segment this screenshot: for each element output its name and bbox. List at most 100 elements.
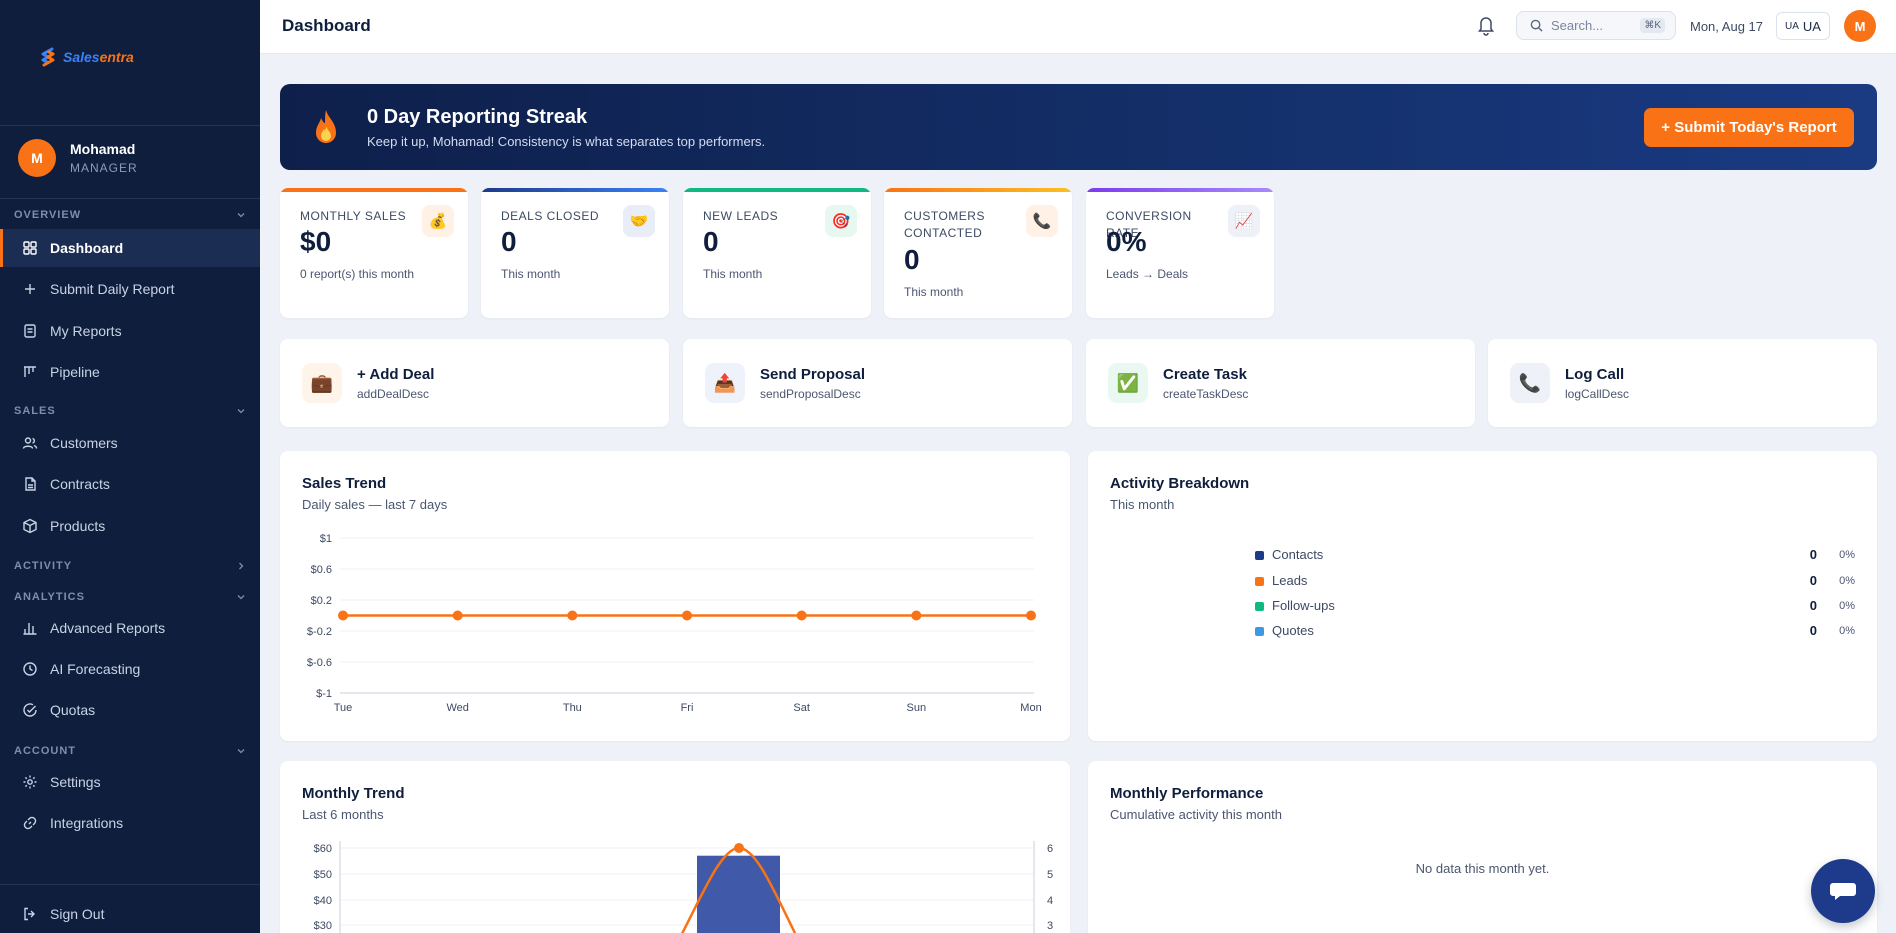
- panel-subtitle: Cumulative activity this month: [1110, 807, 1282, 822]
- legend-swatch: [1255, 551, 1264, 560]
- kpi-sub: This month: [904, 285, 964, 299]
- section-analytics[interactable]: ANALYTICS: [14, 591, 246, 603]
- chevron-down-icon: [237, 749, 245, 754]
- activity-breakdown-panel: Activity Breakdown This month: [1088, 451, 1877, 741]
- header-avatar[interactable]: M: [1844, 10, 1876, 42]
- y-tick-label: $-1: [316, 688, 332, 700]
- search-input[interactable]: Search... ⌘K: [1516, 11, 1676, 40]
- legend-name: Contacts: [1272, 547, 1324, 562]
- kpi-label: CUSTOMERS CONTACTED: [904, 209, 985, 240]
- brand-logo[interactable]: Sales entra: [37, 46, 134, 68]
- grid-icon: [23, 241, 37, 255]
- kpi-label: NEW LEADS: [703, 209, 779, 223]
- kpi-value: 0%: [1106, 226, 1147, 257]
- sidebar-item-submit-daily-report[interactable]: Submit Daily Report: [0, 270, 260, 308]
- sidebar-item-contracts[interactable]: Contracts: [0, 465, 260, 503]
- sidebar-item-label: Pipeline: [50, 364, 100, 380]
- panel-title: Monthly Trend: [302, 785, 405, 802]
- legend-percent: 0%: [1839, 600, 1855, 612]
- sidebar-item-label: Products: [50, 518, 106, 534]
- legend-value: 0: [1809, 623, 1817, 638]
- bar-chart-icon: [23, 623, 37, 635]
- add-deal-button[interactable]: 💼 + Add Deal addDealDesc: [280, 339, 669, 427]
- y-tick-label: $0.2: [311, 595, 332, 607]
- sidebar-item-label: Dashboard: [50, 240, 124, 256]
- handshake-icon: 🤝: [623, 205, 655, 237]
- language-label: UA: [1802, 18, 1821, 34]
- sidebar-item-advanced-reports[interactable]: Advanced Reports: [0, 609, 260, 647]
- section-sales[interactable]: SALES: [14, 405, 246, 417]
- clock-icon: [23, 662, 37, 676]
- kpi-deals-closed: DEALS CLOSED 🤝 0 This month: [481, 188, 669, 318]
- sales-trend-panel: Sales Trend Daily sales — last 7 days $1…: [280, 451, 1070, 741]
- sidebar-divider: [0, 198, 260, 199]
- create-task-button[interactable]: ✅ Create Task createTaskDesc: [1086, 339, 1475, 427]
- kpi-accent-bar: [280, 188, 468, 192]
- legend-name: Quotes: [1272, 623, 1314, 638]
- quick-action-desc: addDealDesc: [357, 387, 430, 401]
- quick-action-title: Create Task: [1163, 366, 1247, 383]
- outbox-icon: 📤: [705, 363, 745, 403]
- section-activity[interactable]: ACTIVITY: [14, 560, 246, 572]
- submit-report-button[interactable]: + Submit Today's Report: [1644, 108, 1854, 147]
- quick-action-desc: createTaskDesc: [1163, 387, 1249, 401]
- sidebar-item-customers[interactable]: Customers: [0, 424, 260, 462]
- sidebar-item-ai-forecasting[interactable]: AI Forecasting: [0, 650, 260, 688]
- kpi-label: DEALS CLOSED: [501, 209, 600, 223]
- y-tick-label-right: 3: [1047, 920, 1053, 932]
- chat-button[interactable]: [1811, 859, 1875, 923]
- panel-title: Sales Trend: [302, 475, 387, 492]
- y-tick-label-right: 4: [1047, 895, 1053, 907]
- sidebar-item-integrations[interactable]: Integrations: [0, 804, 260, 842]
- language-selector[interactable]: UA UA: [1776, 12, 1830, 40]
- y-tick-label: $-0.2: [307, 626, 332, 638]
- sidebar-item-label: Integrations: [50, 815, 124, 831]
- page-title: Dashboard: [282, 16, 371, 35]
- legend-percent: 0%: [1839, 549, 1855, 561]
- sidebar-divider: [0, 884, 260, 885]
- avatar: M: [18, 139, 56, 177]
- kpi-value: 0: [501, 226, 517, 257]
- bell-icon[interactable]: [1476, 14, 1496, 36]
- section-account[interactable]: ACCOUNT: [14, 745, 246, 757]
- legend-value: 0: [1809, 598, 1817, 613]
- kpi-accent-bar: [683, 188, 871, 192]
- quick-action-desc: logCallDesc: [1565, 387, 1630, 401]
- sidebar-item-dashboard[interactable]: Dashboard: [0, 229, 260, 267]
- monthly-data-point: [734, 843, 744, 853]
- sales-data-point: [796, 610, 807, 621]
- sidebar-item-settings[interactable]: Settings: [0, 763, 260, 801]
- sales-data-point: [338, 610, 348, 621]
- flame-icon: [316, 110, 336, 143]
- section-overview[interactable]: OVERVIEW: [14, 209, 246, 221]
- sidebar: Sales entra M Mohamad MANAGER OVERVIEW Da…: [0, 0, 260, 933]
- user-name: Mohamad: [70, 141, 136, 157]
- phone-icon: 📞: [1510, 363, 1550, 403]
- sidebar-divider: [0, 125, 260, 126]
- search-placeholder: Search...: [1551, 18, 1604, 33]
- kpi-accent-bar: [1086, 188, 1274, 192]
- section-label: OVERVIEW: [14, 209, 82, 221]
- sales-data-point: [682, 610, 692, 621]
- search-shortcut: ⌘K: [1640, 18, 1665, 33]
- user-profile[interactable]: M Mohamad MANAGER: [18, 139, 138, 177]
- panel-subtitle: This month: [1110, 497, 1175, 512]
- phone-icon: 📞: [1026, 205, 1058, 237]
- legend-percent: 0%: [1839, 625, 1855, 637]
- sidebar-item-products[interactable]: Products: [0, 507, 260, 545]
- y-tick-label-left: $50: [314, 869, 332, 881]
- y-tick-label: $0.6: [311, 564, 332, 576]
- log-call-button[interactable]: 📞 Log Call logCallDesc: [1488, 339, 1877, 427]
- streak-banner: 0 Day Reporting Streak Keep it up, Moham…: [280, 84, 1877, 170]
- sidebar-item-quotas[interactable]: Quotas: [0, 691, 260, 729]
- send-proposal-button[interactable]: 📤 Send Proposal sendProposalDesc: [683, 339, 1072, 427]
- sidebar-item-pipeline[interactable]: Pipeline: [0, 353, 260, 391]
- sidebar-item-my-reports[interactable]: My Reports: [0, 312, 260, 350]
- sidebar-item-label: My Reports: [50, 323, 122, 339]
- panel-subtitle: Last 6 months: [302, 807, 384, 822]
- sign-out-button[interactable]: Sign Out: [0, 895, 260, 933]
- legend-percent: 0%: [1839, 575, 1855, 587]
- legend-name: Leads: [1272, 573, 1308, 588]
- report-icon: [24, 324, 36, 338]
- legend-item-leads: Leads 0 0%: [1255, 572, 1855, 592]
